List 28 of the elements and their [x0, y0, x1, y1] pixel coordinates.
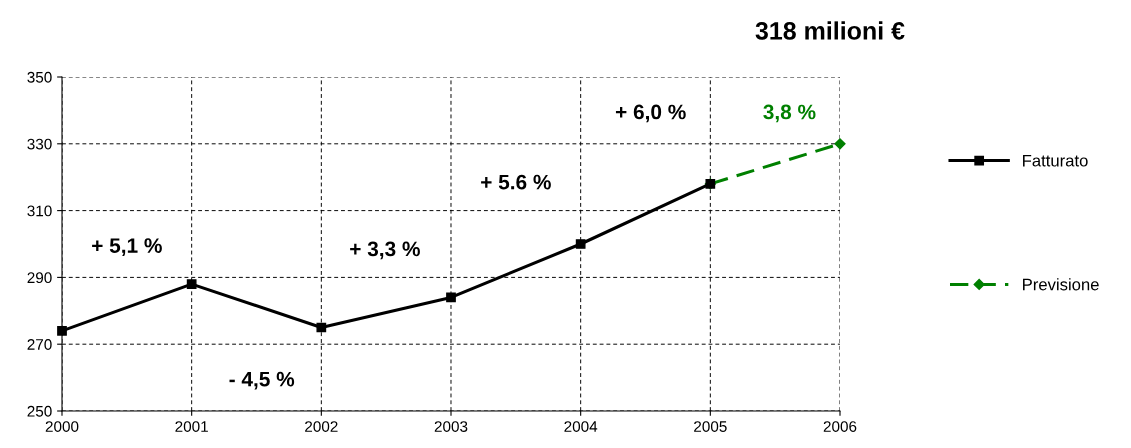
point [316, 322, 327, 333]
x-tick-label: 2000 [45, 421, 79, 432]
legend-label: Previsione [1023, 278, 1099, 291]
annotation: + 5,1 % [92, 238, 162, 256]
y-tick-label: 250 [27, 405, 52, 417]
x-tick-label: 2001 [175, 421, 208, 432]
y-tick-label: 350 [27, 71, 52, 83]
annotation: 3,8 % [763, 104, 816, 123]
x-tick-label: 2003 [434, 421, 468, 432]
y-tick-label: 330 [27, 138, 52, 150]
point [446, 292, 456, 303]
x-tick-label: 2005 [694, 421, 727, 432]
x-tick-label: 2006 [823, 421, 857, 432]
x-tick-label: 2002 [305, 421, 338, 432]
point [186, 279, 197, 289]
legend-label: Fatturato [1023, 154, 1088, 167]
y-tick-label: 290 [27, 272, 52, 284]
point [834, 138, 846, 150]
point [575, 239, 586, 249]
y-tick-label: 310 [27, 205, 52, 217]
annotation: + 5.6 % [481, 174, 551, 190]
x-tick-label: 2004 [564, 421, 598, 432]
chart-title: 318 milioni € [755, 21, 905, 40]
annotation: + 3,3 % [350, 241, 420, 260]
annotation: + 6,0 % [615, 104, 686, 123]
y-tick-label: 270 [27, 339, 52, 350]
annotation: - 4,5 % [229, 371, 295, 390]
point [57, 325, 67, 336]
